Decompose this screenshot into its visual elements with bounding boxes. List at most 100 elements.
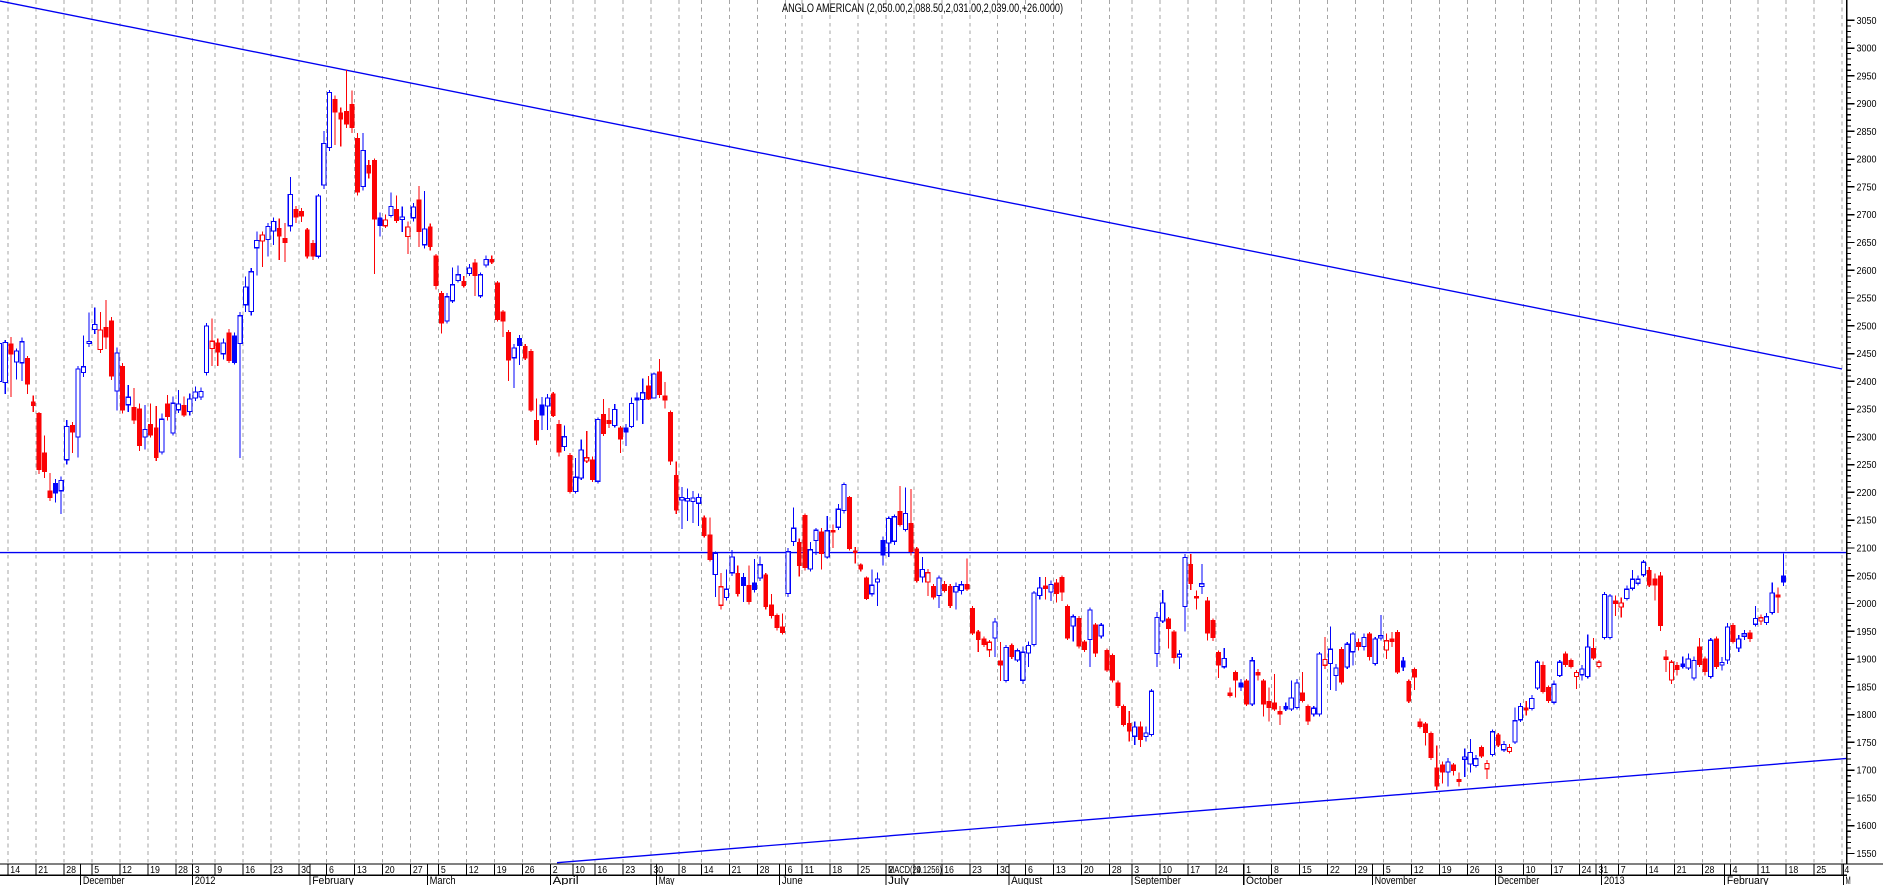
svg-text:7: 7 <box>1621 865 1626 876</box>
svg-text:20: 20 <box>1084 865 1094 876</box>
svg-text:1950: 1950 <box>1857 627 1877 638</box>
svg-text:28: 28 <box>66 865 76 876</box>
svg-text:2450: 2450 <box>1857 349 1877 360</box>
svg-text:2050: 2050 <box>1857 571 1877 582</box>
svg-text:2000: 2000 <box>1857 599 1877 610</box>
svg-text:2350: 2350 <box>1857 405 1877 416</box>
svg-text:3050: 3050 <box>1857 16 1877 27</box>
svg-text:3: 3 <box>1498 865 1503 876</box>
svg-text:2012: 2012 <box>195 875 216 885</box>
svg-text:28: 28 <box>760 865 770 876</box>
svg-text:22: 22 <box>1330 865 1340 876</box>
svg-text:June: June <box>782 875 803 885</box>
svg-text:5: 5 <box>94 865 99 876</box>
svg-text:12: 12 <box>1414 865 1424 876</box>
svg-text:March: March <box>430 875 456 885</box>
svg-text:28: 28 <box>1112 865 1122 876</box>
svg-text:1700: 1700 <box>1857 766 1877 777</box>
svg-text:1600: 1600 <box>1857 821 1877 832</box>
svg-text:2850: 2850 <box>1857 127 1877 138</box>
svg-text:July: July <box>888 875 909 885</box>
svg-text:November: November <box>1375 875 1417 885</box>
svg-text:30: 30 <box>653 865 663 876</box>
svg-text:21: 21 <box>38 865 48 876</box>
svg-text:ANGLO AMERICAN (2,050.00,2,088: ANGLO AMERICAN (2,050.00,2,088.50,2,031.… <box>782 1 1063 15</box>
svg-text:4: 4 <box>1733 865 1738 876</box>
svg-text:14: 14 <box>704 865 714 876</box>
svg-text:14: 14 <box>1649 865 1659 876</box>
svg-text:21: 21 <box>1677 865 1687 876</box>
svg-text:15: 15 <box>1302 865 1312 876</box>
svg-text:16: 16 <box>597 865 607 876</box>
svg-text:5: 5 <box>1386 865 1391 876</box>
svg-text:5: 5 <box>441 865 446 876</box>
svg-text:2: 2 <box>888 865 893 876</box>
svg-text:August: August <box>1011 875 1043 885</box>
svg-text:19: 19 <box>150 865 160 876</box>
svg-text:2150: 2150 <box>1857 516 1877 527</box>
svg-text:2013: 2013 <box>1604 875 1625 885</box>
svg-text:30: 30 <box>301 865 311 876</box>
svg-text:30: 30 <box>1000 865 1010 876</box>
svg-text:M: M <box>1846 875 1851 885</box>
svg-text:2650: 2650 <box>1857 238 1877 249</box>
svg-text:6: 6 <box>1028 865 1033 876</box>
svg-text:17: 17 <box>1190 865 1200 876</box>
svg-text:2700: 2700 <box>1857 210 1877 221</box>
svg-text:24: 24 <box>1582 865 1592 876</box>
svg-text:28: 28 <box>1705 865 1715 876</box>
svg-text:19: 19 <box>1442 865 1452 876</box>
svg-text:10: 10 <box>575 865 585 876</box>
svg-text:2500: 2500 <box>1857 321 1877 332</box>
svg-text:24: 24 <box>1218 865 1228 876</box>
svg-text:13: 13 <box>357 865 367 876</box>
svg-text:2250: 2250 <box>1857 460 1877 471</box>
svg-text:23: 23 <box>972 865 982 876</box>
svg-text:1550: 1550 <box>1857 849 1877 860</box>
svg-text:1650: 1650 <box>1857 794 1877 805</box>
svg-text:October: October <box>1246 875 1283 885</box>
svg-text:20: 20 <box>385 865 395 876</box>
svg-text:25: 25 <box>1816 865 1826 876</box>
svg-text:February: February <box>312 875 354 885</box>
svg-text:26: 26 <box>525 865 535 876</box>
svg-text:2100: 2100 <box>1857 544 1877 555</box>
svg-text:11: 11 <box>804 865 814 876</box>
svg-text:16: 16 <box>245 865 255 876</box>
svg-text:19: 19 <box>497 865 507 876</box>
svg-text:29: 29 <box>1358 865 1368 876</box>
svg-text:1900: 1900 <box>1857 655 1877 666</box>
svg-text:11: 11 <box>1761 865 1771 876</box>
svg-text:2900: 2900 <box>1857 99 1877 110</box>
svg-text:3: 3 <box>195 865 200 876</box>
svg-text:10: 10 <box>1526 865 1536 876</box>
svg-text:8: 8 <box>1274 865 1279 876</box>
svg-text:2300: 2300 <box>1857 432 1877 443</box>
svg-text:September: September <box>1134 875 1181 885</box>
svg-text:December: December <box>83 875 125 885</box>
svg-text:21: 21 <box>732 865 742 876</box>
svg-text:23: 23 <box>273 865 283 876</box>
svg-text:2800: 2800 <box>1857 155 1877 166</box>
svg-text:1850: 1850 <box>1857 682 1877 693</box>
svg-text:May: May <box>659 875 675 885</box>
svg-text:17: 17 <box>1554 865 1564 876</box>
svg-text:2400: 2400 <box>1857 377 1877 388</box>
svg-text:12: 12 <box>122 865 132 876</box>
svg-text:1750: 1750 <box>1857 738 1877 749</box>
svg-text:6: 6 <box>788 865 793 876</box>
svg-text:2600: 2600 <box>1857 266 1877 277</box>
svg-text:13: 13 <box>1056 865 1066 876</box>
svg-text:December: December <box>1498 875 1540 885</box>
svg-text:9: 9 <box>217 865 222 876</box>
svg-text:10: 10 <box>1162 865 1172 876</box>
svg-text:12: 12 <box>469 865 479 876</box>
svg-text:23: 23 <box>625 865 635 876</box>
svg-text:4: 4 <box>1844 865 1849 876</box>
svg-text:31: 31 <box>1598 865 1608 876</box>
svg-text:18: 18 <box>1789 865 1799 876</box>
svg-text:2750: 2750 <box>1857 182 1877 193</box>
svg-text:16: 16 <box>944 865 954 876</box>
svg-text:2550: 2550 <box>1857 294 1877 305</box>
svg-text:9: 9 <box>916 865 921 876</box>
